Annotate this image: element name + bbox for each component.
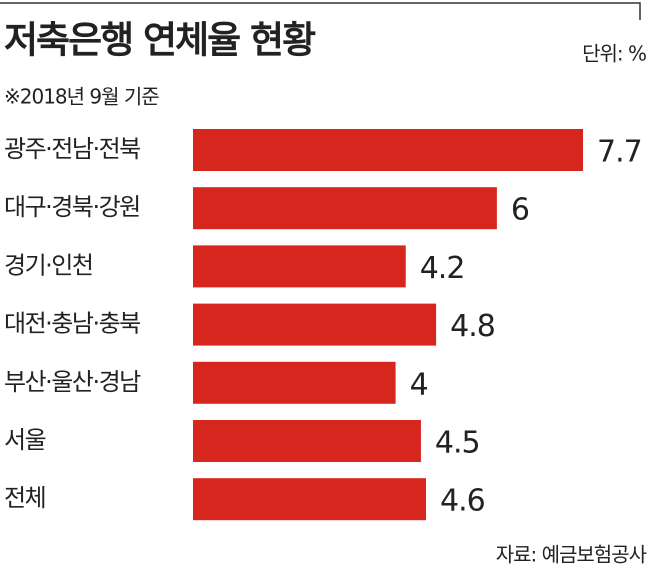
category-label: 광주·전남·전북 [4, 135, 140, 163]
category-label: 대전·충남·충북 [4, 310, 140, 338]
frame [0, 2, 641, 20]
subtitle: ※2018년 9월 기준 [4, 85, 159, 109]
category-label: 경기·인천 [4, 251, 92, 279]
category-label: 전체 [4, 484, 45, 512]
value-label: 6 [511, 193, 529, 228]
value-label: 4.5 [435, 426, 480, 461]
category-label: 서울 [4, 426, 46, 454]
bar [193, 187, 497, 230]
value-label: 4.6 [440, 484, 485, 519]
value-label: 4.2 [420, 251, 465, 286]
category-label: 대구·경북·강원 [4, 193, 140, 221]
value-label: 7.7 [597, 135, 642, 170]
value-label: 4.8 [450, 309, 495, 344]
bar [193, 245, 406, 288]
bar [193, 420, 421, 462]
bar [193, 129, 583, 171]
category-label: 부산·울산·경남 [4, 368, 141, 396]
bar [193, 478, 426, 521]
bar [193, 303, 437, 346]
value-label: 4 [410, 367, 428, 402]
bar [193, 361, 396, 404]
source: 자료: 예금보험공사 [496, 543, 647, 567]
chart-title: 저축은행 연체율 현황 [4, 19, 316, 62]
unit: 단위: % [582, 42, 646, 66]
